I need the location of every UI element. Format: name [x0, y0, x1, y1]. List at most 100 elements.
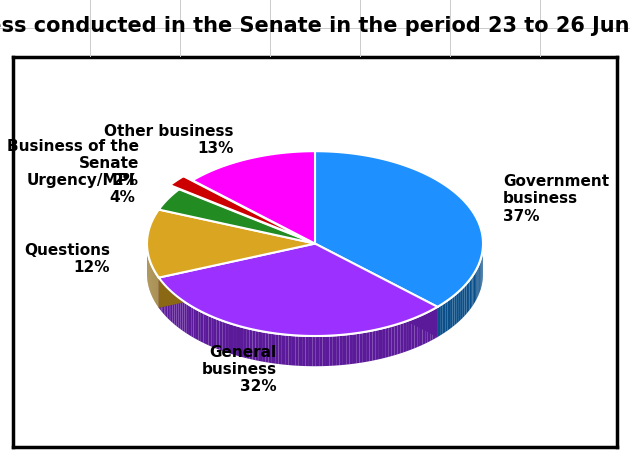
Polygon shape [425, 312, 428, 343]
Polygon shape [468, 280, 469, 312]
Polygon shape [214, 317, 217, 349]
Polygon shape [472, 274, 474, 306]
Polygon shape [302, 336, 306, 366]
Polygon shape [379, 328, 382, 359]
Polygon shape [343, 334, 347, 365]
Polygon shape [450, 297, 452, 329]
Polygon shape [406, 320, 409, 351]
Polygon shape [209, 315, 211, 347]
Polygon shape [469, 278, 471, 310]
Polygon shape [193, 151, 315, 244]
Polygon shape [464, 284, 466, 316]
Polygon shape [433, 308, 435, 340]
Polygon shape [463, 285, 464, 318]
Text: Other business
13%: Other business 13% [104, 124, 234, 156]
Polygon shape [412, 318, 415, 349]
Polygon shape [323, 336, 326, 366]
Polygon shape [265, 332, 268, 363]
Polygon shape [391, 325, 394, 356]
Polygon shape [316, 336, 319, 366]
Polygon shape [403, 321, 406, 352]
Polygon shape [249, 329, 253, 359]
Polygon shape [170, 176, 306, 239]
Polygon shape [457, 291, 459, 324]
Polygon shape [246, 328, 249, 359]
Polygon shape [306, 336, 309, 366]
Polygon shape [225, 322, 228, 353]
Polygon shape [256, 330, 259, 361]
Text: Business of the
Senate
2%: Business of the Senate 2% [7, 138, 139, 188]
Polygon shape [375, 329, 379, 360]
Polygon shape [315, 244, 437, 337]
Polygon shape [168, 288, 169, 320]
Polygon shape [176, 296, 178, 327]
Polygon shape [173, 292, 175, 325]
Text: Urgency/MPI
4%: Urgency/MPI 4% [27, 173, 135, 205]
Text: Government
business
37%: Government business 37% [503, 174, 609, 224]
Polygon shape [452, 295, 455, 327]
Polygon shape [147, 210, 315, 277]
Polygon shape [159, 244, 315, 308]
Polygon shape [350, 333, 353, 364]
Polygon shape [203, 313, 206, 344]
Polygon shape [437, 305, 440, 337]
Polygon shape [189, 305, 192, 336]
Polygon shape [363, 332, 366, 362]
Polygon shape [193, 308, 196, 339]
Polygon shape [382, 327, 385, 358]
Polygon shape [480, 259, 481, 291]
Text: Business conducted in the Senate in the period 23 to 26 June 2014: Business conducted in the Senate in the … [0, 16, 630, 36]
Polygon shape [388, 326, 391, 357]
Polygon shape [268, 333, 272, 363]
Polygon shape [262, 331, 265, 362]
Polygon shape [193, 151, 315, 244]
Polygon shape [170, 176, 306, 239]
Polygon shape [475, 269, 476, 302]
Polygon shape [169, 289, 171, 321]
Polygon shape [234, 325, 237, 356]
Polygon shape [319, 336, 323, 366]
Polygon shape [461, 287, 463, 320]
Polygon shape [275, 333, 278, 364]
Polygon shape [394, 324, 398, 355]
Polygon shape [160, 279, 161, 311]
Polygon shape [292, 335, 295, 365]
Polygon shape [192, 306, 193, 338]
Polygon shape [353, 333, 356, 364]
Polygon shape [360, 332, 363, 363]
Polygon shape [228, 323, 231, 354]
Polygon shape [217, 318, 219, 350]
Polygon shape [219, 320, 222, 351]
Polygon shape [346, 334, 350, 365]
Polygon shape [278, 334, 282, 365]
Polygon shape [159, 244, 437, 336]
Polygon shape [186, 303, 189, 335]
Polygon shape [326, 336, 329, 366]
Polygon shape [459, 289, 461, 322]
Polygon shape [161, 281, 163, 313]
Polygon shape [428, 311, 430, 342]
Polygon shape [372, 330, 375, 361]
Text: General
business
32%: General business 32% [202, 344, 277, 394]
Polygon shape [315, 151, 483, 307]
Polygon shape [440, 304, 443, 335]
Polygon shape [448, 299, 450, 331]
Polygon shape [409, 319, 412, 350]
Polygon shape [315, 151, 483, 307]
Polygon shape [443, 302, 445, 334]
Polygon shape [295, 335, 299, 366]
Polygon shape [171, 291, 173, 323]
Text: Questions
12%: Questions 12% [24, 243, 110, 275]
Polygon shape [180, 299, 183, 331]
Polygon shape [272, 333, 275, 364]
Polygon shape [398, 323, 400, 354]
Polygon shape [299, 335, 302, 366]
Polygon shape [164, 284, 166, 317]
Polygon shape [471, 276, 472, 308]
Polygon shape [166, 286, 168, 318]
Polygon shape [430, 309, 433, 341]
Polygon shape [478, 263, 479, 295]
Polygon shape [400, 322, 403, 353]
Polygon shape [159, 244, 437, 336]
Polygon shape [237, 325, 240, 357]
